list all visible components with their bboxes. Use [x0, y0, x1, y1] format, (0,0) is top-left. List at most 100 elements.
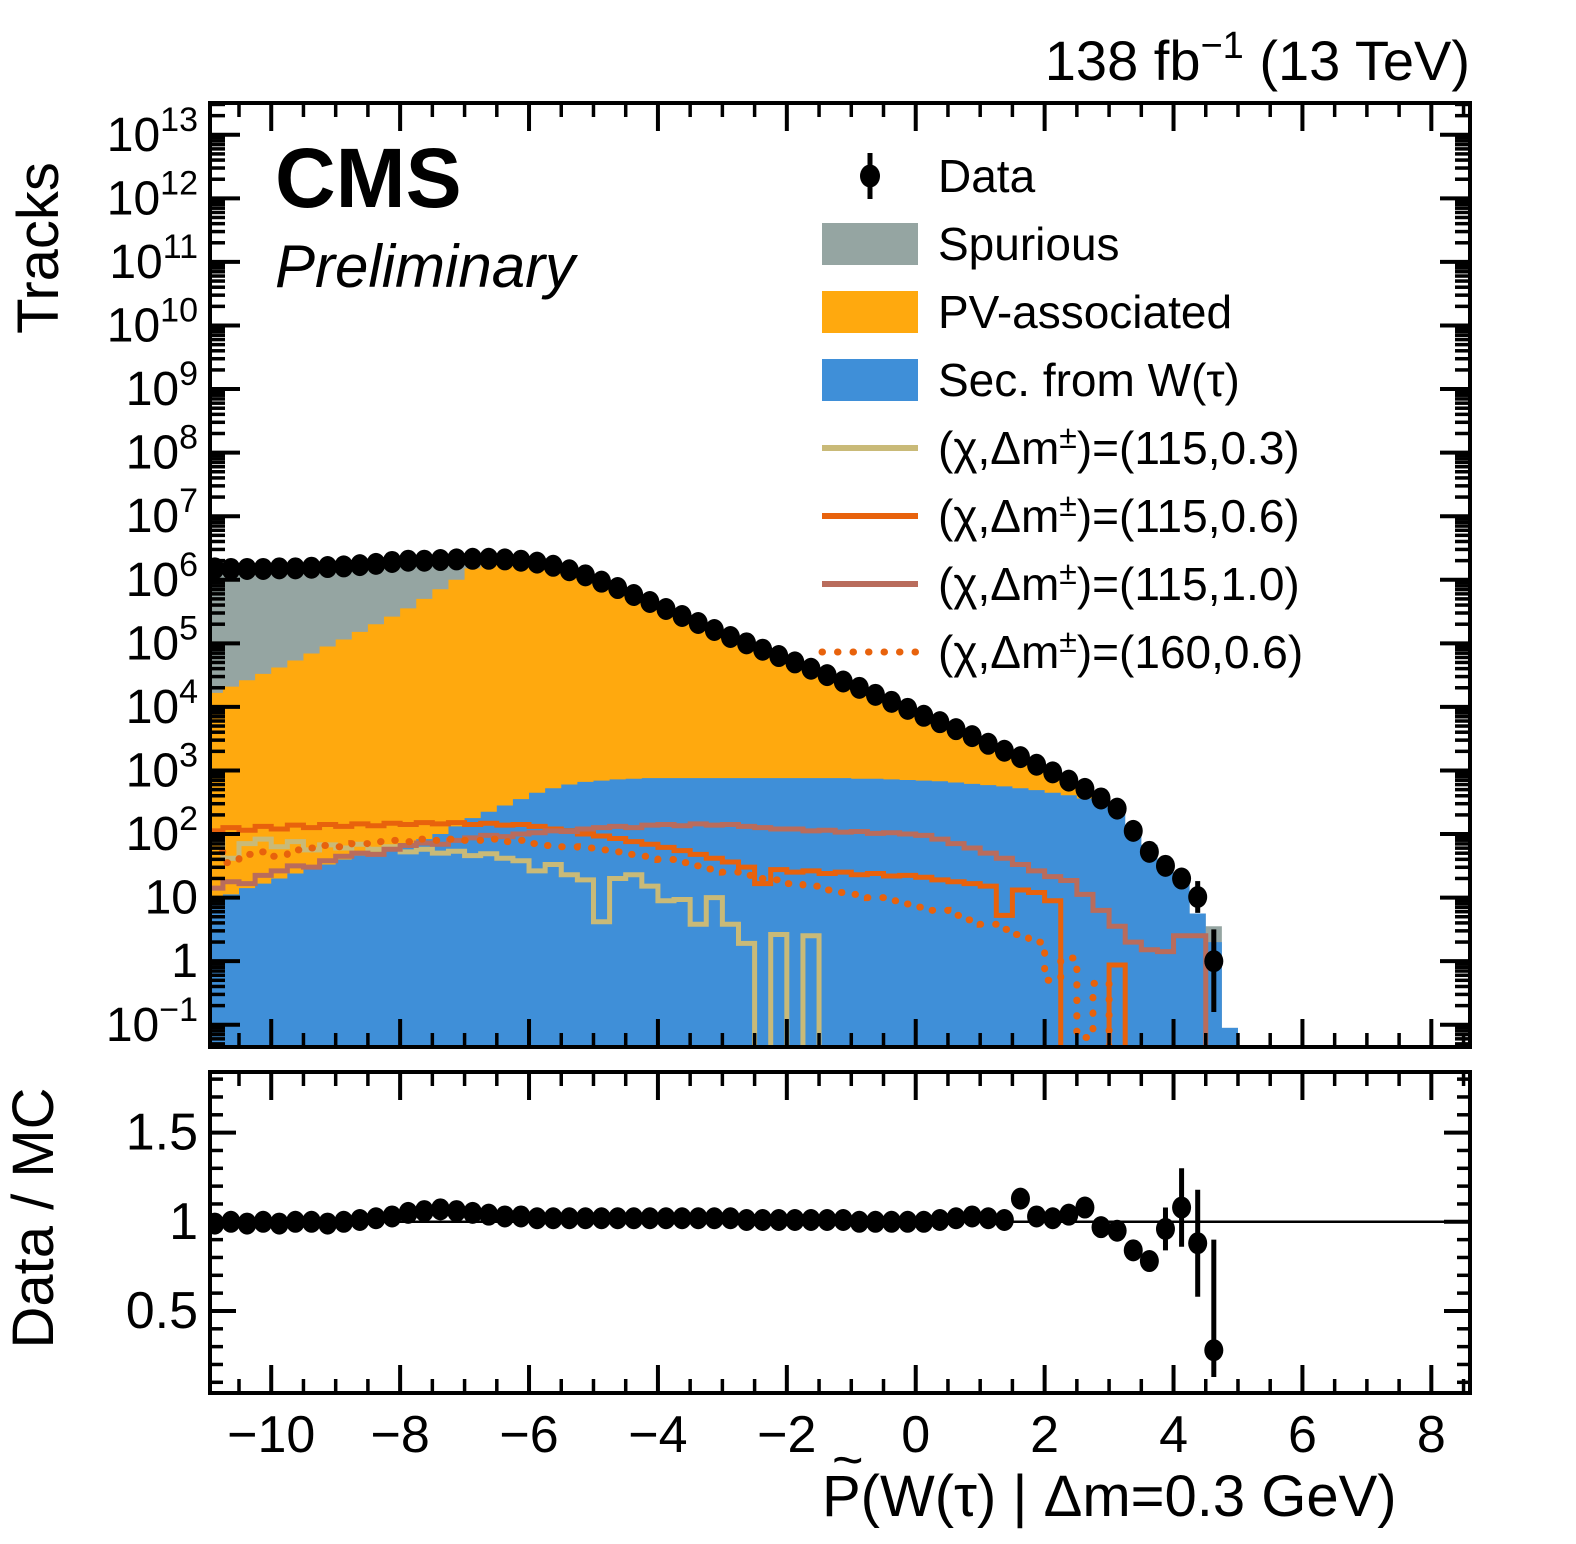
data-point	[656, 598, 676, 621]
data-point	[1075, 777, 1095, 800]
data-point	[962, 725, 982, 748]
ratio-point	[688, 1207, 708, 1230]
ratio-point	[962, 1205, 982, 1228]
data-point	[302, 556, 322, 579]
data-point	[753, 638, 773, 661]
data-point	[849, 676, 869, 699]
ratio-point	[817, 1209, 837, 1232]
ratio-point	[785, 1209, 805, 1232]
ratio-y-axis-title: Data / MC	[1, 1087, 66, 1348]
ratio-point	[930, 1209, 950, 1232]
data-point	[833, 670, 853, 693]
ratio-point	[269, 1212, 289, 1235]
ratio-point	[495, 1205, 515, 1228]
ratio-point	[414, 1200, 434, 1223]
legend-item: (χ,Δm±)=(115,0.6)	[822, 487, 1300, 542]
data-point	[253, 557, 273, 580]
data-point	[946, 718, 966, 741]
x-tick-label: −4	[628, 1406, 687, 1464]
ratio-point	[237, 1212, 257, 1235]
y-tick-label: 108	[126, 419, 198, 480]
ratio-panel-content	[210, 1168, 1470, 1377]
data-point	[575, 564, 595, 587]
ratio-point	[479, 1203, 499, 1226]
y-tick-label: 1012	[107, 164, 198, 225]
cms-label: CMS	[275, 131, 462, 225]
ratio-point	[253, 1210, 273, 1233]
legend-swatch	[822, 291, 918, 333]
y-tick-label: 104	[126, 673, 198, 734]
x-tick-label: −6	[499, 1406, 558, 1464]
data-point	[414, 549, 434, 572]
data-point	[1091, 787, 1111, 810]
axis-tick-labels: 1013101210111010109108107106105104103102…	[106, 101, 1446, 1464]
ratio-point	[463, 1201, 483, 1224]
y-tick-label: 107	[126, 482, 198, 543]
y-tick-label: 10−1	[106, 991, 198, 1052]
data-point	[624, 584, 644, 607]
y-tick-label: 10	[145, 872, 198, 925]
ratio-tick-label: 1.5	[126, 1104, 198, 1162]
ratio-point	[1027, 1205, 1047, 1228]
data-point	[221, 557, 241, 580]
legend-label: (χ,Δm±)=(160,0.6)	[938, 623, 1303, 678]
y-tick-label: 1013	[107, 101, 198, 162]
data-point	[1204, 950, 1224, 973]
x-axis-title: P(W(τ) | Δm=0.3 GeV)	[822, 1464, 1397, 1529]
data-point	[511, 549, 531, 572]
ratio-tick-label: 0.5	[126, 1282, 198, 1340]
main-y-axis-title: Tracks	[6, 162, 71, 334]
ratio-point	[1107, 1219, 1127, 1242]
data-point	[882, 690, 902, 713]
data-point	[688, 611, 708, 634]
data-point	[334, 555, 354, 578]
x-tick-label: 4	[1159, 1406, 1188, 1464]
data-point	[1043, 761, 1063, 784]
x-tick-label: 6	[1288, 1406, 1317, 1464]
legend-label: (χ,Δm±)=(115,0.6)	[938, 487, 1300, 542]
ratio-point	[1155, 1217, 1175, 1240]
ratio-point	[285, 1210, 305, 1233]
data-point	[430, 549, 450, 572]
legend-item: Sec. from W(τ)	[822, 354, 1240, 406]
data-point	[237, 557, 257, 580]
ratio-point	[1139, 1250, 1159, 1273]
ratio-point	[769, 1209, 789, 1232]
ratio-point	[737, 1209, 757, 1232]
data-point	[210, 557, 225, 580]
x-tick-label: −2	[757, 1406, 816, 1464]
legend-item: PV-associated	[822, 286, 1232, 338]
ratio-point	[447, 1200, 467, 1223]
ratio-point	[592, 1207, 612, 1230]
legend-marker-dot	[860, 164, 880, 188]
data-point	[608, 577, 628, 600]
data-point	[398, 549, 418, 572]
ratio-point	[898, 1210, 918, 1233]
ratio-point	[575, 1207, 595, 1230]
ratio-point	[334, 1210, 354, 1233]
data-point	[785, 651, 805, 674]
ratio-point	[865, 1210, 885, 1233]
data-point	[1027, 753, 1047, 776]
ratio-point	[511, 1205, 531, 1228]
ratio-point	[753, 1209, 773, 1232]
y-tick-label: 103	[126, 736, 198, 797]
signal-line-11506	[210, 820, 1128, 1047]
data-point	[914, 704, 934, 727]
ratio-point	[543, 1207, 563, 1230]
luminosity-label: 138 fb−1 (13 TeV)	[1045, 25, 1470, 92]
ratio-point	[1043, 1207, 1063, 1230]
data-point	[382, 550, 402, 573]
ratio-point	[704, 1207, 724, 1230]
ratio-point	[624, 1207, 644, 1230]
ratio-point	[914, 1210, 934, 1233]
ratio-point	[318, 1212, 338, 1235]
legend-swatch	[822, 223, 918, 265]
legend-label: Spurious	[938, 218, 1120, 270]
ratio-point	[720, 1207, 740, 1230]
legend-label: PV-associated	[938, 286, 1232, 338]
ratio-point	[1010, 1187, 1030, 1210]
legend-item: Data	[860, 150, 1036, 202]
